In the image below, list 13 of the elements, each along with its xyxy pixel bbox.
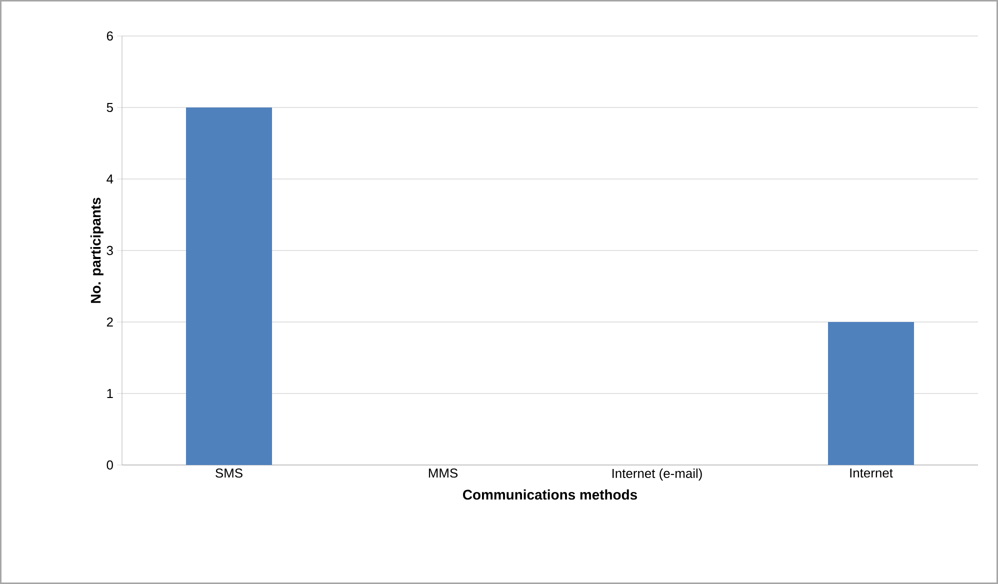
x-tick-label: Internet (e-mail) <box>612 468 702 481</box>
x-axis-title: Communications methods <box>463 489 637 500</box>
y-tick-label: 5 <box>106 102 113 112</box>
y-tick-label: 1 <box>107 389 113 398</box>
y-tick-label: 4 <box>106 174 114 184</box>
x-tick-label: SMS <box>216 468 242 478</box>
x-tick-label: MMS <box>428 468 458 478</box>
y-tick-label: 3 <box>106 246 113 256</box>
y-tick-label: 0 <box>106 460 113 470</box>
y-tick-label: 2 <box>106 317 113 327</box>
x-tick-label: Internet <box>850 468 893 478</box>
y-tick-label: 6 <box>106 31 113 41</box>
y-axis-title: No. participants <box>90 198 104 303</box>
